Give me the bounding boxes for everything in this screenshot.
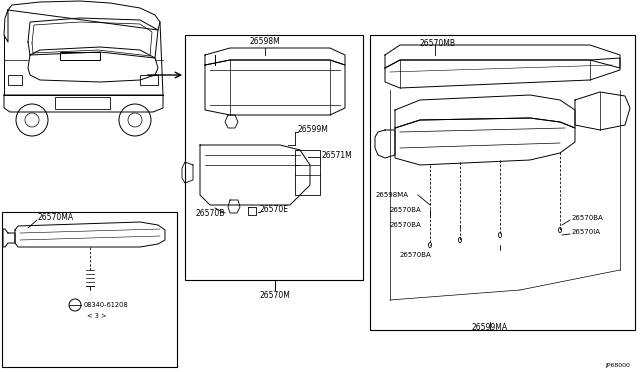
Text: 26570E: 26570E (260, 205, 289, 215)
Text: 26598MA: 26598MA (376, 192, 409, 198)
Text: 26570BA: 26570BA (572, 215, 604, 221)
Text: 26571M: 26571M (322, 151, 353, 160)
Bar (2, 212, 177, 367)
Bar (8, 75, 22, 85)
Text: 26570MA: 26570MA (38, 214, 74, 222)
Bar (60, 52, 100, 60)
Text: 26570M: 26570M (260, 291, 291, 299)
Text: JP68000: JP68000 (605, 363, 630, 369)
Text: 26570BA: 26570BA (399, 252, 431, 258)
Bar (140, 75, 158, 85)
Text: 26570BA: 26570BA (390, 207, 422, 213)
Bar (185, 35, 363, 280)
Text: 26570BA: 26570BA (390, 222, 422, 228)
Text: < 3 >: < 3 > (87, 313, 107, 319)
Bar (370, 35, 635, 330)
Text: 26599M: 26599M (298, 125, 329, 135)
Bar (295, 150, 320, 195)
Text: 26598M: 26598M (250, 38, 280, 46)
Text: 26570B: 26570B (195, 208, 225, 218)
Text: 26570MB: 26570MB (420, 38, 456, 48)
Text: 26570IA: 26570IA (572, 229, 601, 235)
Text: 08340-61208: 08340-61208 (84, 302, 129, 308)
Text: 26599MA: 26599MA (472, 323, 508, 331)
Bar (55, 97, 110, 109)
